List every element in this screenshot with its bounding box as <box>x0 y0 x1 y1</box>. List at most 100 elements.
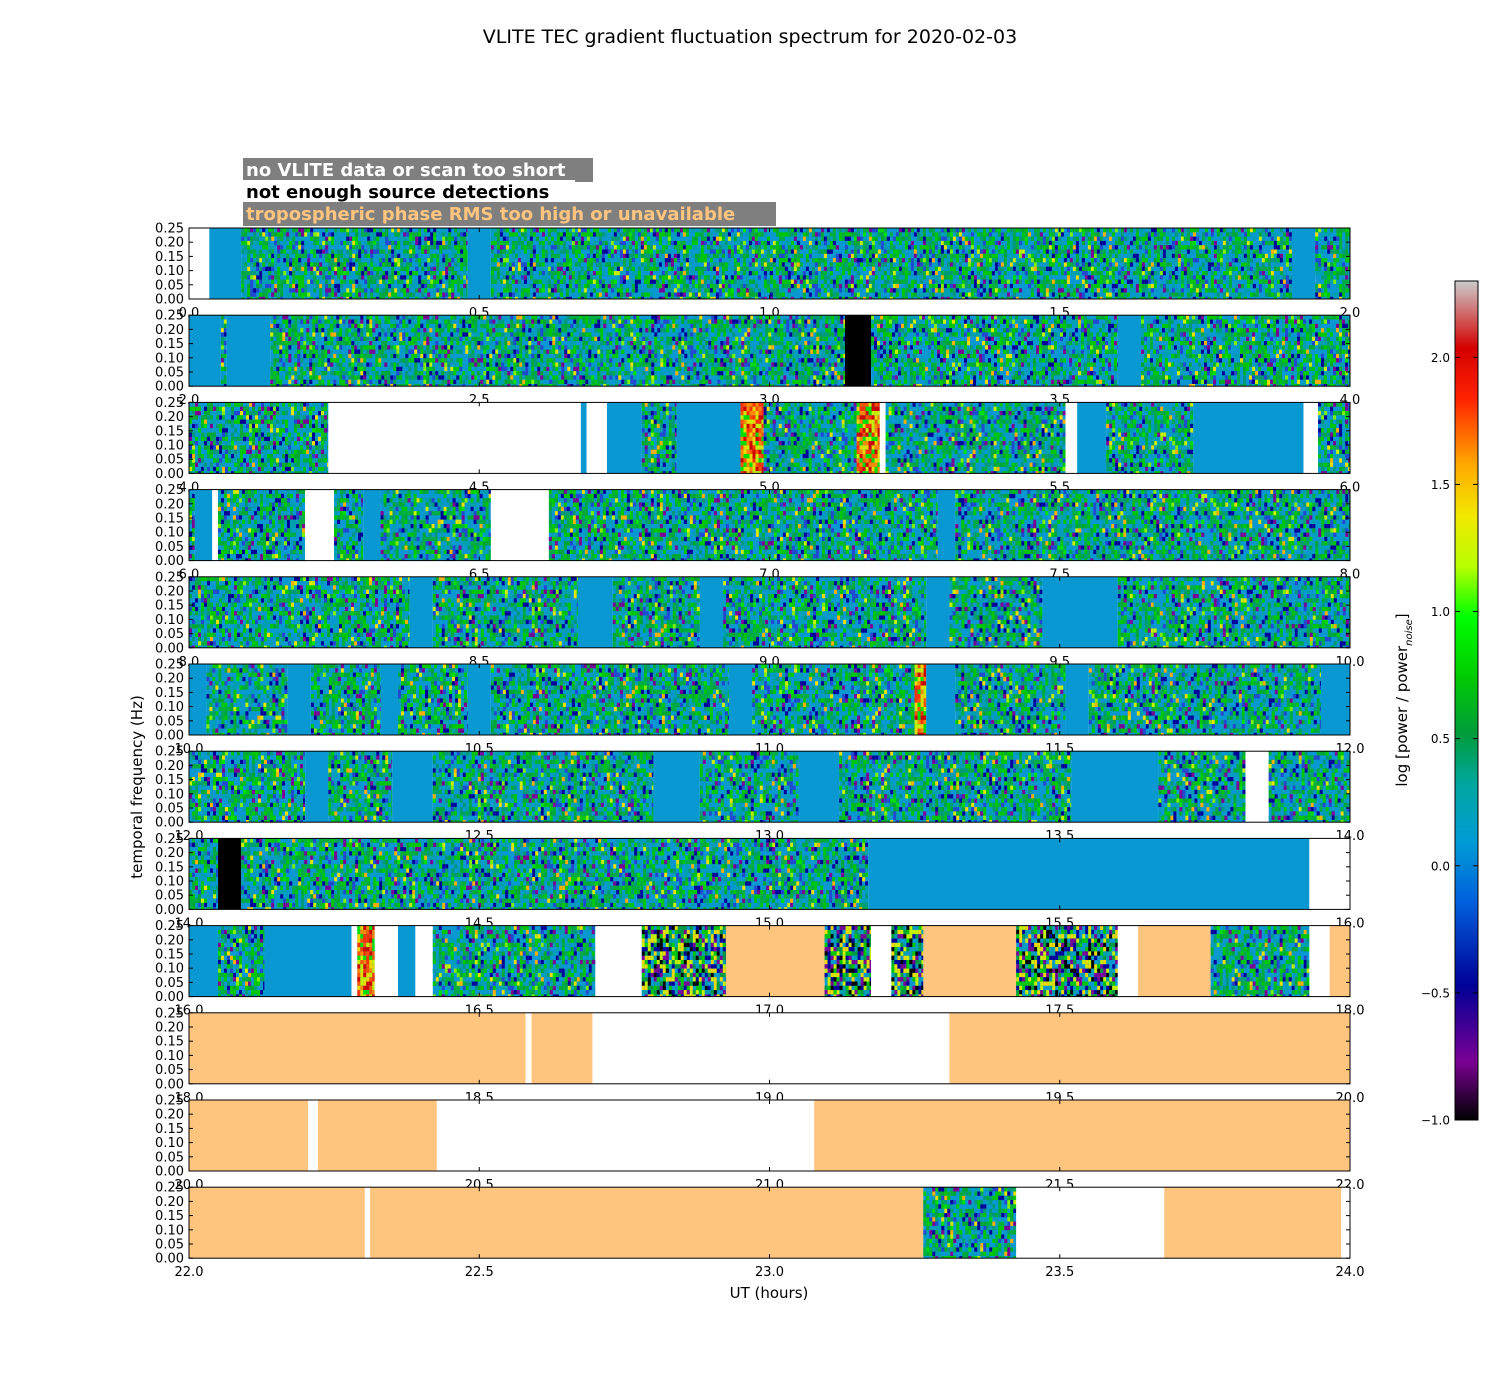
spectrum-cell <box>976 283 980 289</box>
spectrum-cell <box>781 292 785 297</box>
spectrum-cell <box>1129 253 1133 259</box>
spectrum-cell <box>1315 232 1319 237</box>
spectrum-cell <box>463 262 467 267</box>
spectrum-cell <box>937 258 941 263</box>
spectrum-cell <box>466 288 468 293</box>
spectrum-cell <box>1126 236 1130 241</box>
spectrum-cell <box>523 249 527 254</box>
spectrum-cell <box>351 341 355 346</box>
spectrum-cell <box>871 279 875 284</box>
spectrum-cell <box>595 240 599 246</box>
spectrum-cell <box>328 283 332 289</box>
spectrum-cell <box>1156 249 1160 254</box>
spectrum-cell <box>835 288 839 293</box>
spectrum-cell <box>460 236 464 241</box>
spectrum-cell <box>268 236 272 241</box>
spectrum-cell <box>436 292 440 297</box>
spectrum-cell <box>345 341 349 346</box>
spectrum-cell <box>1075 275 1079 280</box>
spectrum-cell <box>318 323 322 329</box>
spectrum-cell <box>937 228 941 233</box>
spectrum-cell <box>670 296 674 299</box>
spectrum-cell <box>1141 288 1145 293</box>
spectrum-cell <box>330 358 334 363</box>
spectrum-cell <box>400 258 404 263</box>
spectrum-cell <box>300 345 304 350</box>
spectrum-cell <box>340 296 344 299</box>
spectrum-cell <box>330 319 334 324</box>
spectrum-cell <box>367 253 371 259</box>
spectrum-cell <box>568 296 572 299</box>
spectrum-cell <box>586 240 590 246</box>
spectrum-cell <box>1342 283 1346 289</box>
spectrum-cell <box>1000 249 1004 254</box>
spectrum-cell <box>1132 296 1136 299</box>
spectrum-cell <box>613 232 617 237</box>
spectrum-cell <box>1036 236 1040 241</box>
spectrum-cell <box>355 292 359 297</box>
spectrum-cell <box>571 236 575 241</box>
spectrum-cell <box>850 258 854 263</box>
spectrum-cell <box>619 245 623 250</box>
spectrum-cell <box>304 266 308 271</box>
spectrum-cell <box>739 271 743 276</box>
spectrum-cell <box>289 266 293 271</box>
spectrum-cell <box>565 258 569 263</box>
spectrum-cell <box>961 296 965 299</box>
spectrum-cell <box>415 236 419 241</box>
spectrum-cell <box>847 228 851 233</box>
spectrum-cell <box>583 240 587 246</box>
spectrum-cell <box>1216 245 1220 250</box>
spectrum-cell <box>580 258 584 263</box>
spectrum-cell <box>378 345 382 350</box>
spectrum-cell <box>910 266 914 271</box>
spectrum-cell <box>295 266 299 271</box>
spectrum-cell <box>1045 292 1049 297</box>
spectrum-cell <box>1159 240 1163 246</box>
spectrum-cell <box>268 283 272 289</box>
spectrum-cell <box>787 296 791 299</box>
spectrum-cell <box>583 292 587 297</box>
spectrum-cell <box>348 341 352 346</box>
spectrum-cell <box>589 288 593 293</box>
spectrum-cell <box>1168 249 1172 254</box>
spectrum-cell <box>1051 296 1055 299</box>
spectrum-cell <box>532 253 536 259</box>
spectrum-cell <box>321 362 325 367</box>
spectrum-cell <box>277 245 281 250</box>
spectrum-cell <box>883 253 887 259</box>
spectrum-cell <box>961 266 965 271</box>
spectrum-cell <box>523 232 527 237</box>
spectrum-cell <box>358 253 362 259</box>
spectrum-cell <box>634 288 638 293</box>
spectrum-cell <box>289 262 293 267</box>
spectrum-cell <box>994 288 998 293</box>
spectrum-cell <box>1099 275 1103 280</box>
spectrum-cell <box>253 258 257 263</box>
spectrum-cell <box>288 319 292 324</box>
spectrum-cell <box>886 283 890 289</box>
spectrum-cell <box>799 228 803 233</box>
spectrum-cell <box>268 258 272 263</box>
spectrum-cell <box>904 271 908 276</box>
spectrum-cell <box>718 249 722 254</box>
spectrum-cell <box>289 258 293 263</box>
spectrum-cell <box>336 371 340 376</box>
spectrum-cell <box>357 366 361 372</box>
spectrum-cell <box>535 258 539 263</box>
spectrum-cell <box>367 240 371 246</box>
spectrum-cell <box>378 336 382 341</box>
spectrum-cell <box>793 258 797 263</box>
spectrum-cell <box>553 253 557 259</box>
spectrum-cell <box>366 345 370 350</box>
spectrum-cell <box>313 266 317 271</box>
spectrum-cell <box>874 232 878 237</box>
spectrum-cell <box>1009 266 1013 271</box>
spectrum-cell <box>772 228 776 233</box>
spectrum-cell <box>1240 236 1244 241</box>
spectrum-cell <box>1216 228 1220 233</box>
spectrum-cell <box>1075 245 1079 250</box>
spectrum-cell <box>1330 228 1334 233</box>
spectrum-cell <box>907 266 911 271</box>
spectrum-cell <box>1285 279 1289 284</box>
